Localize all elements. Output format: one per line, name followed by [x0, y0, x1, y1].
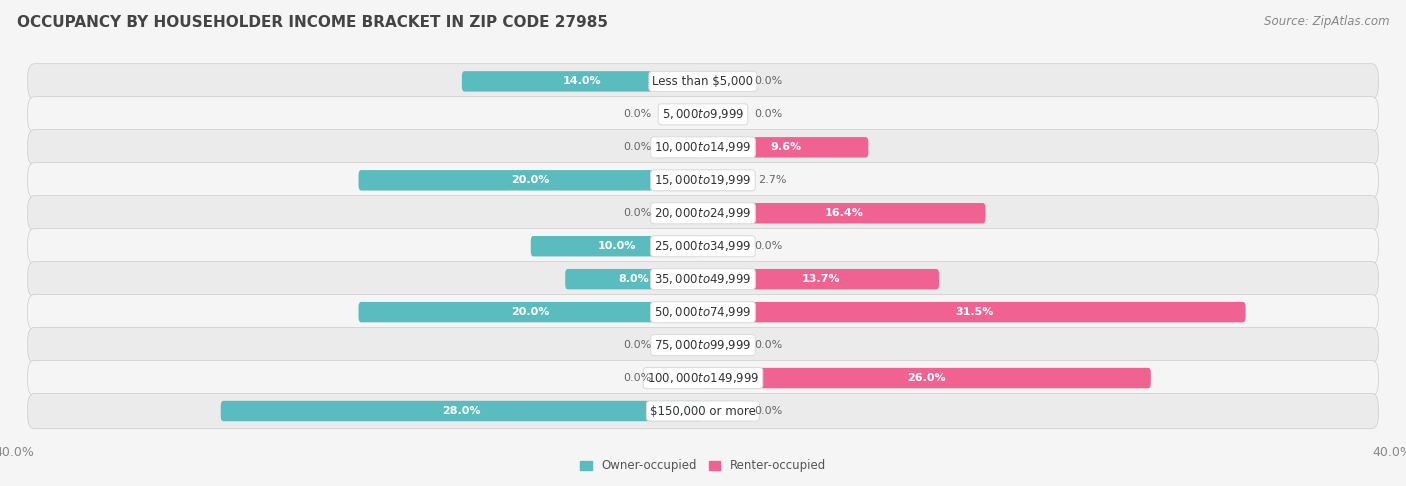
- FancyBboxPatch shape: [659, 335, 703, 355]
- FancyBboxPatch shape: [28, 163, 1378, 198]
- Text: 20.0%: 20.0%: [512, 307, 550, 317]
- FancyBboxPatch shape: [28, 360, 1378, 396]
- Text: 0.0%: 0.0%: [623, 340, 651, 350]
- Text: Source: ZipAtlas.com: Source: ZipAtlas.com: [1264, 15, 1389, 28]
- Text: 14.0%: 14.0%: [564, 76, 602, 87]
- Text: $35,000 to $49,999: $35,000 to $49,999: [654, 272, 752, 286]
- Text: 8.0%: 8.0%: [619, 274, 650, 284]
- FancyBboxPatch shape: [28, 261, 1378, 297]
- FancyBboxPatch shape: [359, 302, 703, 322]
- Text: $5,000 to $9,999: $5,000 to $9,999: [662, 107, 744, 122]
- Text: 13.7%: 13.7%: [801, 274, 841, 284]
- FancyBboxPatch shape: [28, 97, 1378, 132]
- Text: $10,000 to $14,999: $10,000 to $14,999: [654, 140, 752, 155]
- Text: OCCUPANCY BY HOUSEHOLDER INCOME BRACKET IN ZIP CODE 27985: OCCUPANCY BY HOUSEHOLDER INCOME BRACKET …: [17, 15, 607, 30]
- Text: $50,000 to $74,999: $50,000 to $74,999: [654, 305, 752, 319]
- Text: $150,000 or more: $150,000 or more: [650, 404, 756, 417]
- Text: 0.0%: 0.0%: [623, 109, 651, 120]
- Text: 2.7%: 2.7%: [758, 175, 786, 185]
- Text: $20,000 to $24,999: $20,000 to $24,999: [654, 206, 752, 220]
- Text: 0.0%: 0.0%: [755, 76, 783, 87]
- Text: 10.0%: 10.0%: [598, 241, 636, 251]
- FancyBboxPatch shape: [703, 203, 986, 224]
- FancyBboxPatch shape: [28, 295, 1378, 330]
- FancyBboxPatch shape: [221, 401, 703, 421]
- Text: $25,000 to $34,999: $25,000 to $34,999: [654, 239, 752, 253]
- FancyBboxPatch shape: [531, 236, 703, 257]
- FancyBboxPatch shape: [703, 368, 1152, 388]
- Text: $100,000 to $149,999: $100,000 to $149,999: [647, 371, 759, 385]
- Text: 0.0%: 0.0%: [755, 241, 783, 251]
- Text: 28.0%: 28.0%: [443, 406, 481, 416]
- Text: 31.5%: 31.5%: [955, 307, 994, 317]
- FancyBboxPatch shape: [659, 137, 703, 157]
- Text: 0.0%: 0.0%: [755, 109, 783, 120]
- Text: 0.0%: 0.0%: [623, 373, 651, 383]
- FancyBboxPatch shape: [659, 104, 703, 124]
- FancyBboxPatch shape: [28, 195, 1378, 231]
- FancyBboxPatch shape: [28, 328, 1378, 363]
- FancyBboxPatch shape: [565, 269, 703, 289]
- Text: 20.0%: 20.0%: [512, 175, 550, 185]
- FancyBboxPatch shape: [659, 203, 703, 224]
- FancyBboxPatch shape: [359, 170, 703, 191]
- FancyBboxPatch shape: [461, 71, 703, 92]
- FancyBboxPatch shape: [28, 64, 1378, 99]
- Text: Less than $5,000: Less than $5,000: [652, 75, 754, 88]
- Text: $15,000 to $19,999: $15,000 to $19,999: [654, 174, 752, 187]
- FancyBboxPatch shape: [703, 269, 939, 289]
- Text: $75,000 to $99,999: $75,000 to $99,999: [654, 338, 752, 352]
- Text: 0.0%: 0.0%: [755, 340, 783, 350]
- FancyBboxPatch shape: [703, 335, 747, 355]
- Text: 16.4%: 16.4%: [825, 208, 863, 218]
- FancyBboxPatch shape: [703, 302, 1246, 322]
- Text: 26.0%: 26.0%: [908, 373, 946, 383]
- Text: 0.0%: 0.0%: [623, 208, 651, 218]
- Text: 0.0%: 0.0%: [755, 406, 783, 416]
- FancyBboxPatch shape: [703, 71, 747, 92]
- FancyBboxPatch shape: [659, 368, 703, 388]
- Legend: Owner-occupied, Renter-occupied: Owner-occupied, Renter-occupied: [575, 454, 831, 477]
- FancyBboxPatch shape: [703, 236, 747, 257]
- FancyBboxPatch shape: [28, 393, 1378, 429]
- FancyBboxPatch shape: [703, 401, 747, 421]
- FancyBboxPatch shape: [703, 137, 869, 157]
- Text: 0.0%: 0.0%: [623, 142, 651, 152]
- Text: 9.6%: 9.6%: [770, 142, 801, 152]
- FancyBboxPatch shape: [703, 170, 749, 191]
- FancyBboxPatch shape: [28, 130, 1378, 165]
- FancyBboxPatch shape: [28, 228, 1378, 264]
- FancyBboxPatch shape: [703, 104, 747, 124]
